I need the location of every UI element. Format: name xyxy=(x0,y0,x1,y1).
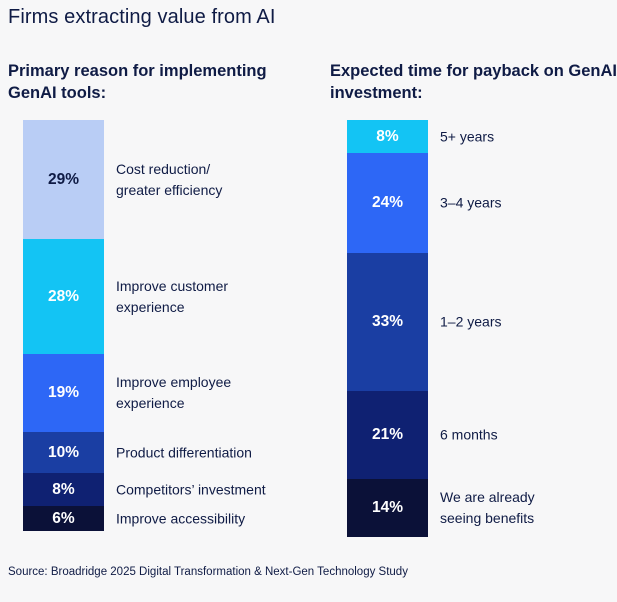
payback-category-label: 1–2 years xyxy=(440,313,502,330)
stacked-bar-chart-payback: 8% 5+ years 24% 3–4 years 33% 1–2 years 21% 6 m… xyxy=(347,120,535,538)
payback-bar-segment: 33% xyxy=(347,253,428,392)
payback-bar-segment: 24% xyxy=(347,153,428,254)
payback-category-label: We are already seeing benefits xyxy=(440,488,535,526)
reason-category-label: Improve employee experience xyxy=(116,374,232,412)
reason-category-label: Improve customer experience xyxy=(116,277,229,315)
stacked-bar-chart-primary-reason: 29% Cost reduction/ greater efficiency 28%… xyxy=(23,120,266,532)
chart-title-primary-reason: Primary reason for implementing GenAI to… xyxy=(8,62,267,102)
reason-category-label: Product differentiation xyxy=(116,444,252,461)
payback-category-label: 3–4 years xyxy=(440,194,502,211)
page-title: Firms extracting value from AI xyxy=(8,6,276,28)
reason-value-label: 19% xyxy=(47,384,80,402)
reason-value-label: 10% xyxy=(47,443,80,461)
payback-category-label: 5+ years xyxy=(440,128,495,145)
reason-bar-segment: 10% xyxy=(23,432,104,474)
reason-bar-segment: 29% xyxy=(23,120,104,240)
reason-bar-segment: 8% xyxy=(23,473,104,507)
reason-value-label: 8% xyxy=(52,480,75,498)
payback-value-label: 33% xyxy=(371,313,404,331)
reason-bar-segment: 19% xyxy=(23,354,104,433)
reason-value-label: 28% xyxy=(47,287,80,305)
reason-bar-segment: 6% xyxy=(23,506,104,532)
source-note: Source: Broadridge 2025 Digital Transfor… xyxy=(8,566,408,578)
payback-value-label: 14% xyxy=(371,498,404,516)
reason-category-label: Cost reduction/ greater efficiency xyxy=(116,160,223,198)
payback-value-label: 24% xyxy=(371,194,404,212)
payback-bar-segment: 8% xyxy=(347,120,428,154)
reason-value-label: 29% xyxy=(47,170,80,188)
reason-category-label: Improve accessibility xyxy=(116,510,246,527)
reason-bar-segment: 28% xyxy=(23,239,104,355)
payback-bar-segment: 14% xyxy=(347,478,428,538)
payback-value-label: 21% xyxy=(371,425,404,443)
payback-bar-segment: 21% xyxy=(347,391,428,480)
payback-value-label: 8% xyxy=(376,127,399,145)
reason-category-label: Competitors’ investment xyxy=(116,481,266,498)
chart-title-payback: Expected time for payback on GenAI inves… xyxy=(330,62,617,102)
reason-value-label: 6% xyxy=(52,509,75,527)
payback-category-label: 6 months xyxy=(440,426,498,443)
